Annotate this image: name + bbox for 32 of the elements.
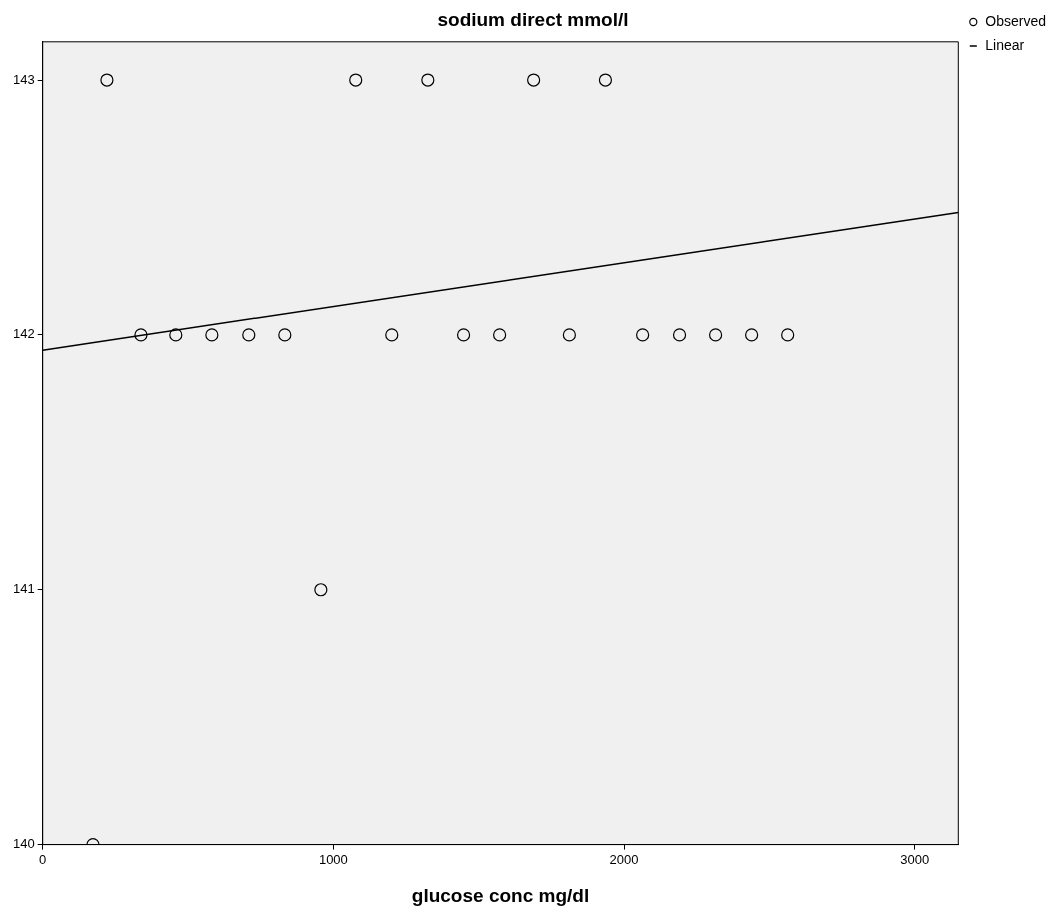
point <box>205 328 219 342</box>
point <box>527 73 541 87</box>
point <box>385 328 399 342</box>
point <box>278 328 292 342</box>
point <box>672 328 687 342</box>
point <box>493 328 507 342</box>
point <box>314 583 328 597</box>
point <box>636 328 650 342</box>
point <box>242 328 256 342</box>
point <box>421 73 435 87</box>
point <box>781 328 795 342</box>
chart-title: sodium direct mmol/l <box>437 8 629 30</box>
point <box>745 328 759 342</box>
x-tick-label: 2000 <box>609 851 639 867</box>
legend-label: Linear <box>985 36 1025 53</box>
point <box>562 328 576 342</box>
point <box>134 328 148 342</box>
x-tick-label: 3000 <box>900 851 930 867</box>
point <box>169 328 183 342</box>
y-tick-label: 141 <box>12 581 35 597</box>
point <box>598 73 613 87</box>
y-tick-label: 142 <box>12 326 35 342</box>
point <box>349 73 363 87</box>
point <box>100 73 114 87</box>
point <box>708 328 723 342</box>
y-tick-label: 143 <box>12 71 35 87</box>
y-tick-label: 140 <box>12 836 35 852</box>
x-tick-label: 1000 <box>318 851 348 867</box>
legend-label: Observed <box>985 12 1047 29</box>
x-axis-title: glucose conc mg/dl <box>411 884 590 906</box>
x-tick-label: 0 <box>39 851 47 867</box>
point <box>456 328 471 342</box>
